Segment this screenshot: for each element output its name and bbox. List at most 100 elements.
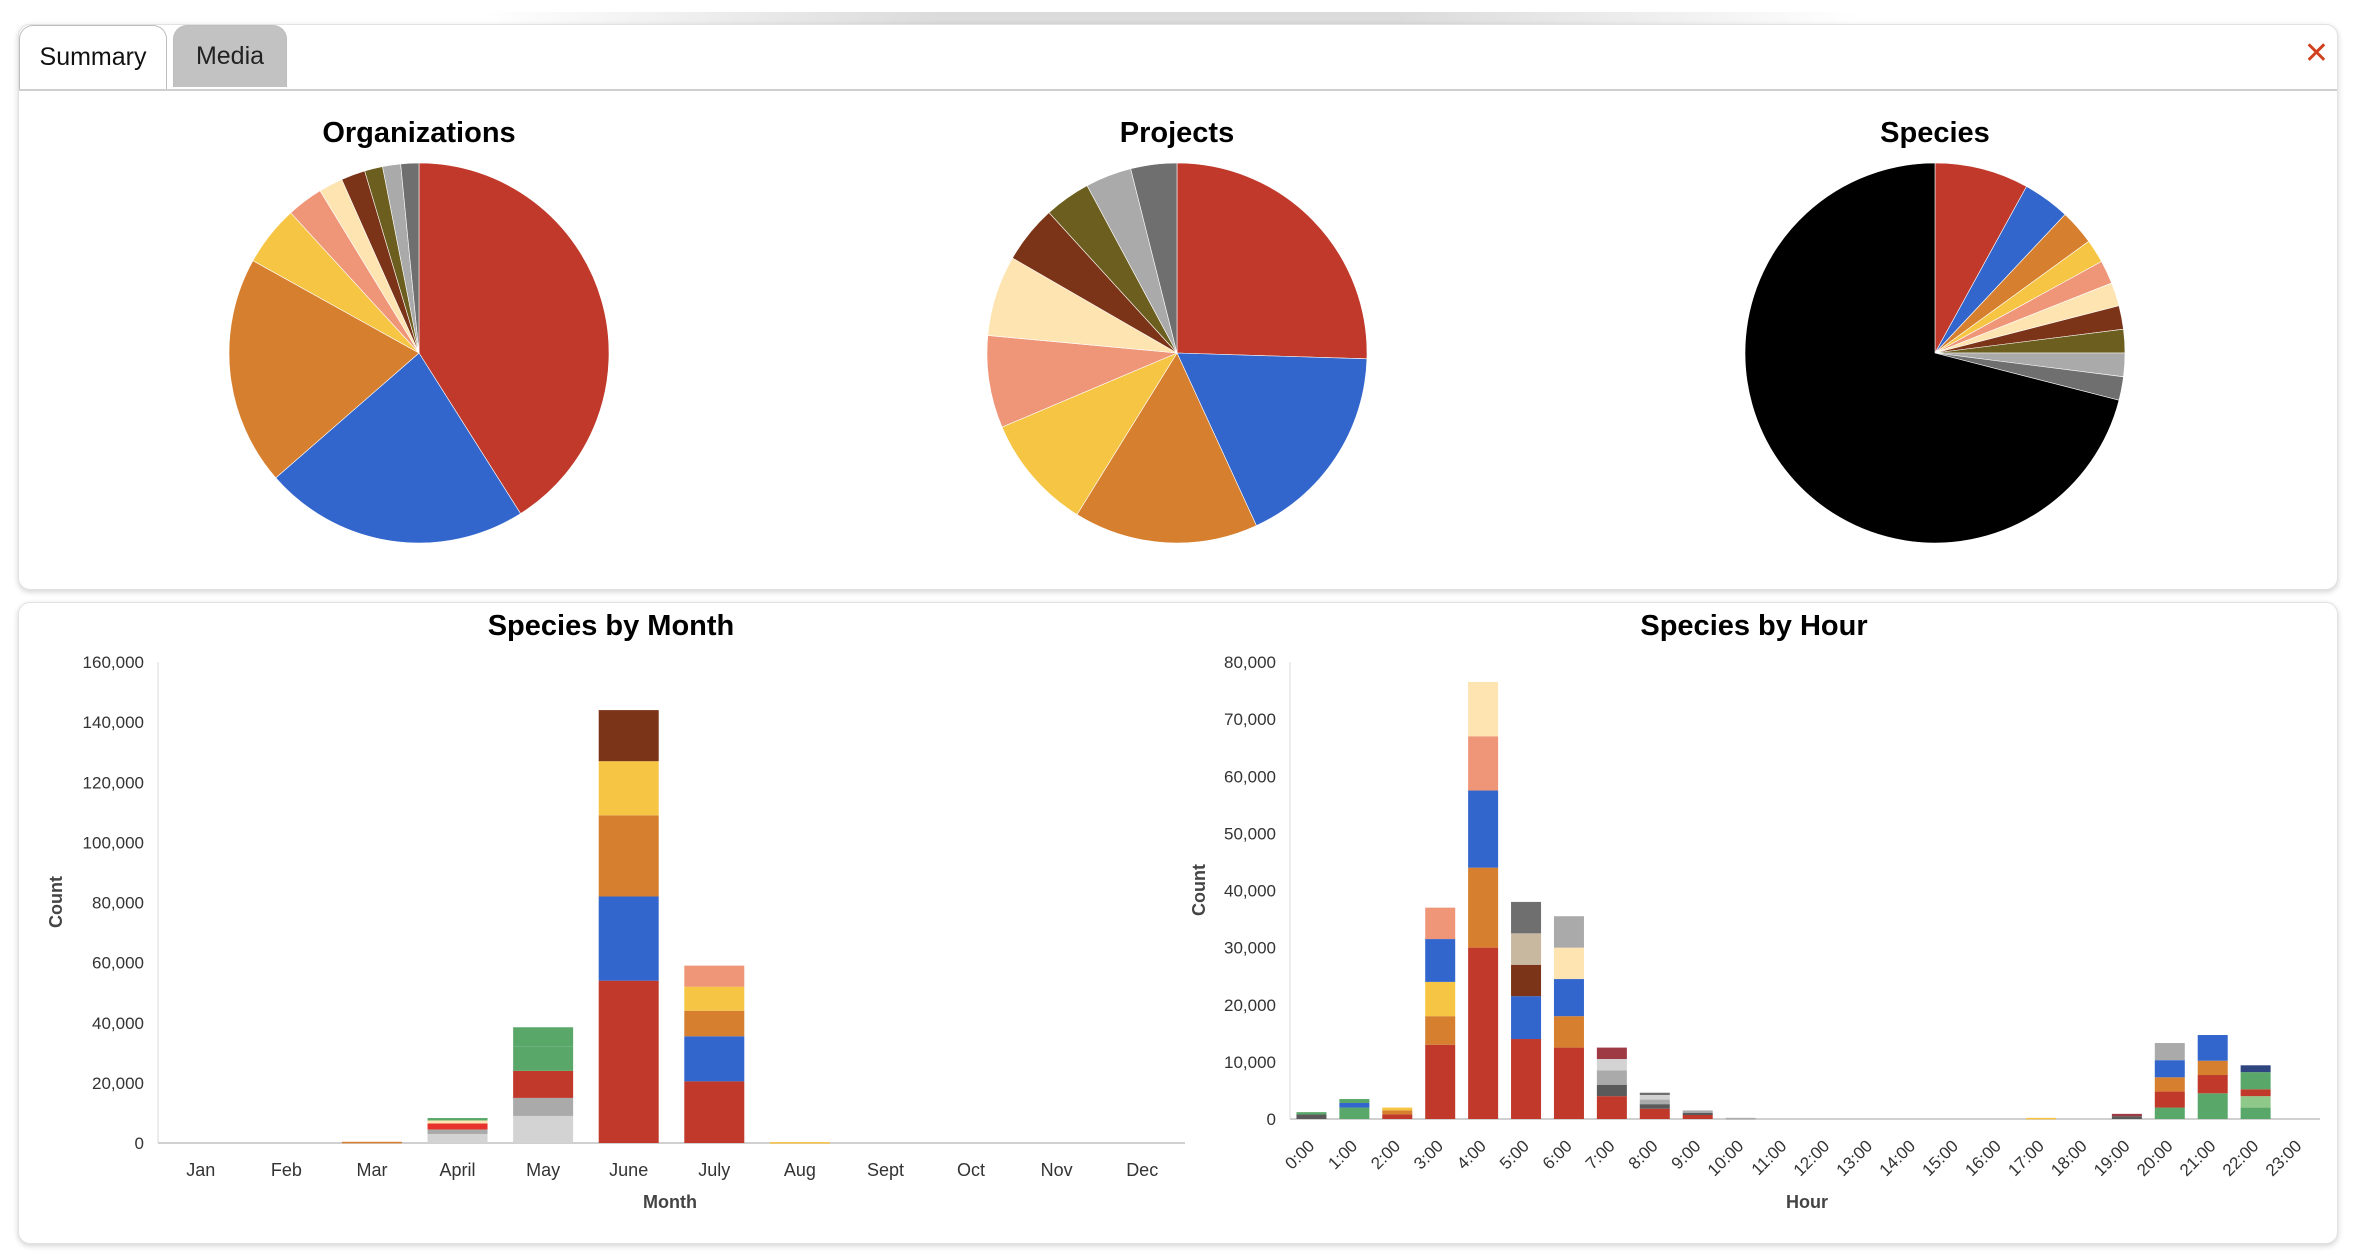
x-tick-label: 4:00 <box>1453 1136 1490 1173</box>
x-tick-label: April <box>440 1160 476 1180</box>
x-tick-label: 23:00 <box>2262 1136 2306 1180</box>
tab-media[interactable]: Media <box>173 25 287 87</box>
pie-chart-species: Species <box>1744 117 2126 544</box>
bar-segment <box>598 761 659 816</box>
x-tick-label: Aug <box>784 1160 816 1180</box>
x-tick-label: 3:00 <box>1410 1136 1447 1173</box>
x-tick-label: 8:00 <box>1625 1136 1662 1173</box>
bar-segment <box>2111 1116 2142 1119</box>
pie-slice <box>1744 162 2120 544</box>
bar-segment <box>1596 1084 1627 1097</box>
x-tick-label: Jan <box>186 1160 215 1180</box>
x-tick-label: 22:00 <box>2219 1136 2263 1180</box>
x-tick-label: 7:00 <box>1582 1136 1619 1173</box>
bar-segment <box>1596 1070 1627 1085</box>
bar-segment <box>1553 1016 1584 1048</box>
x-tick-label: 20:00 <box>2133 1136 2177 1180</box>
x-tick-label: 9:00 <box>1668 1136 1705 1173</box>
y-tick-label: 40,000 <box>92 1014 144 1033</box>
bar-segment <box>1382 1114 1413 1119</box>
bar-segment <box>2111 1113 2142 1117</box>
bar-segment <box>598 815 659 897</box>
bar-segment <box>598 896 659 981</box>
bar-segment <box>1639 1092 1670 1096</box>
bar-segment <box>1468 867 1499 948</box>
x-tick-label: 21:00 <box>2176 1136 2220 1180</box>
bar-segment <box>598 710 659 762</box>
bar-segment <box>2154 1043 2185 1061</box>
bar-segment <box>427 1123 488 1130</box>
bar-segment <box>684 1036 745 1082</box>
pie-slice <box>400 162 420 354</box>
bar-segment <box>684 1081 745 1143</box>
time-charts-panel <box>18 602 2338 1244</box>
chart-title-projects: Projects <box>1120 117 1234 149</box>
x-tick-label: 10:00 <box>1704 1136 1748 1180</box>
bar-segment <box>1639 1108 1670 1119</box>
x-tick-label: Mar <box>356 1160 387 1180</box>
bar-segment <box>1511 964 1542 997</box>
bar-segment <box>513 1097 574 1116</box>
bar-segment <box>1339 1107 1370 1119</box>
bar-segment <box>1425 1016 1456 1045</box>
y-tick-label: 20,000 <box>92 1074 144 1093</box>
bar-segment <box>2240 1096 2271 1108</box>
close-icon[interactable]: ✕ <box>2303 37 2329 70</box>
y-axis-label-month: Count <box>46 876 66 928</box>
bar-segment <box>1682 1115 1713 1119</box>
bar-segment <box>1639 1104 1670 1109</box>
bar-segment <box>1468 736 1499 791</box>
bar-segment <box>1339 1099 1370 1104</box>
bar-segment <box>1425 939 1456 982</box>
bar-chart-species-by-hour: Species by Hour Hour Count 0 10,000 20,000… <box>1189 610 2320 1212</box>
y-tick-label: 100,000 <box>83 833 144 852</box>
bar-segment <box>684 986 745 1011</box>
bar-segment <box>769 1142 830 1144</box>
x-tick-label: 15:00 <box>1919 1136 1963 1180</box>
bar-segment <box>2197 1035 2228 1061</box>
bar-segment <box>1553 947 1584 980</box>
x-tick-label: Feb <box>271 1160 302 1180</box>
pie-chart-organizations: Organizations <box>228 117 610 544</box>
bar-segment <box>2197 1060 2228 1076</box>
tab-bar: Summary Media ✕ <box>19 25 2337 91</box>
y-axis-label-hour: Count <box>1189 864 1209 916</box>
pie-slice <box>1176 162 1368 360</box>
y-tick-label: 30,000 <box>1224 939 1276 958</box>
bar-segment <box>1425 1044 1456 1119</box>
bar-segment <box>1511 901 1542 934</box>
pie-chart-projects: Projects <box>986 117 1368 544</box>
y-tick-label: 40,000 <box>1224 882 1276 901</box>
bar-segment <box>2154 1077 2185 1092</box>
bar-segment <box>684 1010 745 1037</box>
pie-slice <box>1934 162 2027 354</box>
y-tick-label: 10,000 <box>1224 1053 1276 1072</box>
bar-segment <box>2026 1117 2057 1120</box>
pie-slice <box>418 162 610 515</box>
pie-slice <box>1176 352 1368 527</box>
top-shadow <box>480 12 1860 26</box>
x-tick-label: 5:00 <box>1496 1136 1533 1173</box>
x-tick-label: Nov <box>1041 1160 1073 1180</box>
y-tick-label: 120,000 <box>83 773 144 792</box>
y-tick-label: 60,000 <box>92 954 144 973</box>
tab-summary[interactable]: Summary <box>19 25 167 89</box>
x-tick-label: July <box>698 1160 730 1180</box>
pie-slice <box>1001 352 1178 515</box>
bar-segment <box>1425 981 1456 1017</box>
bar-segment <box>427 1120 488 1124</box>
bar-segment <box>2240 1065 2271 1073</box>
bar-segment <box>427 1118 488 1121</box>
chart-title-species-by-month: Species by Month <box>488 610 735 642</box>
bar-segment <box>1725 1117 1756 1120</box>
y-tick-label: 80,000 <box>92 894 144 913</box>
bar-segment <box>513 1027 574 1047</box>
bar-segment <box>513 1046 574 1071</box>
pie-slice <box>228 260 420 479</box>
y-tick-label: 70,000 <box>1224 710 1276 729</box>
x-tick-label: Dec <box>1126 1160 1158 1180</box>
x-tick-label: May <box>526 1160 560 1180</box>
x-tick-label: 12:00 <box>1790 1136 1834 1180</box>
bar-segment <box>1639 1095 1670 1100</box>
x-tick-label: 16:00 <box>1961 1136 2005 1180</box>
